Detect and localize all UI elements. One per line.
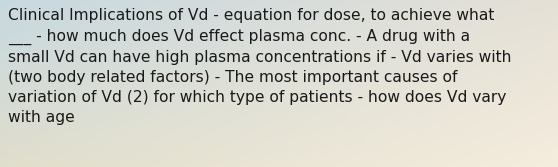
Text: Clinical Implications of Vd - equation for dose, to achieve what
___ - how much : Clinical Implications of Vd - equation f… [8,8,512,125]
